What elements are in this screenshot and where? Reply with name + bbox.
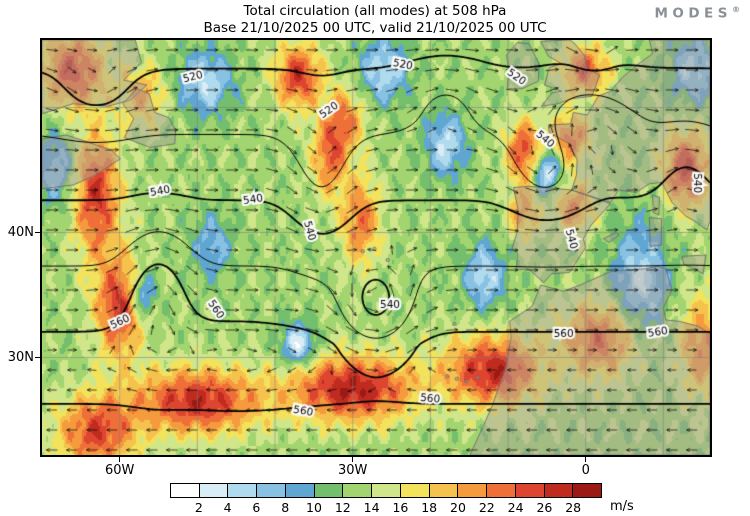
colorbar-cell xyxy=(487,484,516,497)
x-tick-label: 30W xyxy=(337,463,368,478)
chart-title: Total circulation (all modes) at 508 hPa xyxy=(243,3,507,19)
colorbar-tick-label: 2 xyxy=(194,500,203,515)
colorbar-cell xyxy=(573,484,602,497)
map-canvas xyxy=(42,40,710,455)
colorbar xyxy=(170,483,602,498)
registered-mark-icon: ® xyxy=(732,5,740,14)
colorbar-cell xyxy=(372,484,401,497)
colorbar-cell xyxy=(314,484,344,497)
colorbar-cell xyxy=(400,484,430,497)
x-axis-tick-mark xyxy=(118,457,121,462)
x-axis-tick-mark xyxy=(584,457,587,462)
colorbar-tick-label: 28 xyxy=(565,500,582,515)
colorbar-tick-label: 24 xyxy=(507,500,524,515)
chart-subtitle: Base 21/10/2025 00 UTC, valid 21/10/2025… xyxy=(203,20,547,36)
colorbar-cell xyxy=(343,484,373,497)
modes-logo: MODES® xyxy=(654,5,740,22)
y-axis-tick-mark xyxy=(35,231,40,234)
colorbar-tick-label: 4 xyxy=(223,500,232,515)
y-tick-label: 40N xyxy=(7,224,34,240)
chart-header: Total circulation (all modes) at 508 hPa… xyxy=(0,3,750,37)
colorbar-cell xyxy=(515,484,545,497)
x-tick-label: 60W xyxy=(104,463,135,478)
y-axis-tick-mark xyxy=(35,356,40,359)
colorbar-units: m/s xyxy=(610,499,634,514)
modes-logo-text: MODES xyxy=(654,5,732,22)
colorbar-tick-label: 22 xyxy=(478,500,495,515)
colorbar-tick-label: 16 xyxy=(392,500,409,515)
colorbar-tick-label: 10 xyxy=(306,500,322,515)
colorbar-tick-label: 18 xyxy=(421,500,438,515)
y-tick-label: 30N xyxy=(7,349,34,365)
colorbar-cell xyxy=(544,484,574,497)
colorbar-cell xyxy=(171,484,200,497)
colorbar-cell xyxy=(429,484,459,497)
map-frame xyxy=(40,38,712,457)
colorbar-tick-label: 6 xyxy=(252,500,261,515)
colorbar-tick-label: 14 xyxy=(363,500,380,515)
colorbar-tick-label: 8 xyxy=(281,500,290,515)
colorbar-tick-label: 26 xyxy=(536,500,553,515)
colorbar-tick-label: 20 xyxy=(450,500,466,515)
colorbar-tick-label: 12 xyxy=(334,500,351,515)
colorbar-cell xyxy=(285,484,315,497)
colorbar-cell xyxy=(458,484,488,497)
colorbar-cell xyxy=(199,484,229,497)
x-tick-label: 0 xyxy=(581,463,590,478)
colorbar-cell xyxy=(228,484,258,497)
colorbar-cell xyxy=(257,484,286,497)
x-axis-tick-mark xyxy=(351,457,354,462)
